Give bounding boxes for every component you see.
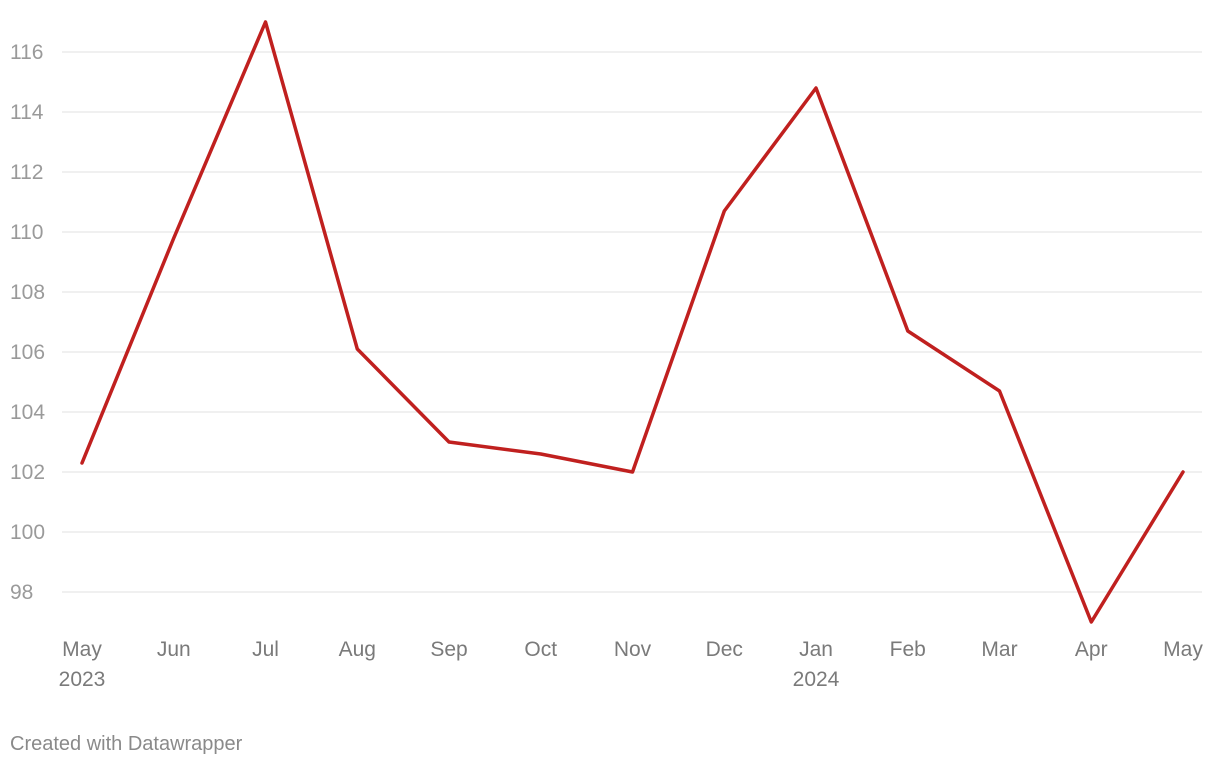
x-tick-label: May xyxy=(1163,638,1203,661)
y-tick-label: 116 xyxy=(10,41,43,64)
x-tick-label: May xyxy=(62,638,102,661)
x-tick-label: Sep xyxy=(430,638,467,661)
x-tick-year-label: 2023 xyxy=(59,668,106,691)
x-tick-label: Dec xyxy=(706,638,743,661)
x-tick-label: Jul xyxy=(252,638,279,661)
y-tick-label: 108 xyxy=(10,281,45,304)
x-tick-label: Jun xyxy=(157,638,191,661)
x-tick-label: Mar xyxy=(981,638,1017,661)
credit-text: Created with Datawrapper xyxy=(10,733,243,755)
x-tick-label: Feb xyxy=(890,638,926,661)
x-axis-ticks: May 2023 Jun Jul Aug Sep Oct Nov Dec Jan 2024 Feb Ma… xyxy=(59,638,1204,691)
y-tick-label: 98 xyxy=(10,581,33,604)
y-tick-label: 104 xyxy=(10,401,45,424)
series-lines xyxy=(80,20,1185,624)
x-tick-year-label: 2024 xyxy=(793,668,840,691)
x-tick-label: Oct xyxy=(524,638,557,661)
y-tick-label: 102 xyxy=(10,461,45,484)
x-tick-label: Aug xyxy=(339,638,376,661)
y-tick-label: 106 xyxy=(10,341,45,364)
y-tick-label: 112 xyxy=(10,161,43,184)
y-axis-ticks: 98 100 102 104 106 108 110 112 114 116 xyxy=(10,41,45,604)
series-line-0 xyxy=(80,20,1185,624)
x-tick-label: Jan xyxy=(799,638,833,661)
x-tick-label: Apr xyxy=(1075,638,1108,661)
x-tick-label: Nov xyxy=(614,638,652,661)
gridlines xyxy=(62,51,1202,593)
y-tick-label: 114 xyxy=(10,101,44,124)
y-tick-label: 100 xyxy=(10,521,45,544)
y-tick-label: 110 xyxy=(10,221,43,244)
